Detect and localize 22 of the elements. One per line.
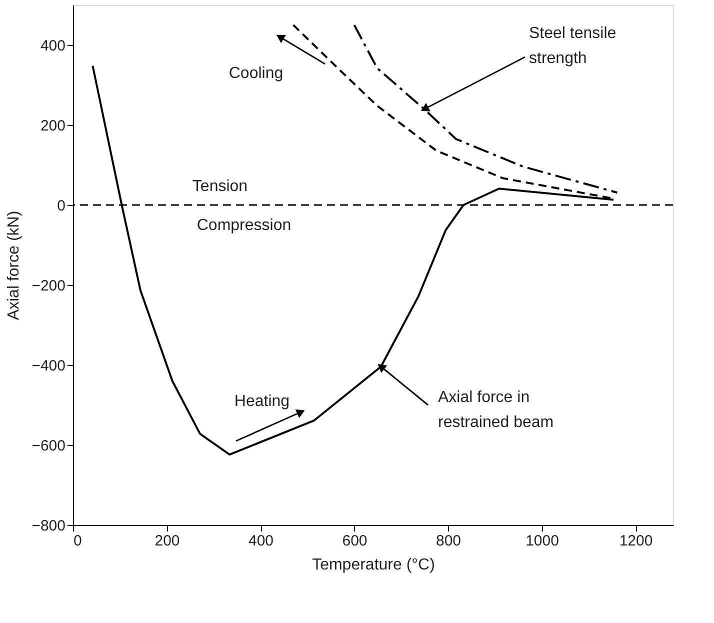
annotation: Compression [196,217,292,234]
y-axis-title: Axial force (kN) [6,210,23,320]
x-tick-label: 800 [436,532,462,550]
annotation: Tension [192,178,248,195]
y-tick-label: 200 [40,118,66,134]
y-tick-label: −400 [32,358,66,374]
x-tick-label: 400 [248,532,274,550]
y-tick-label: −600 [32,438,66,454]
x-tick-label: 0 [74,532,82,550]
x-tick-label: 200 [154,532,180,550]
y-tick-label: −800 [32,518,66,534]
annotation: Steel tensile strength [529,25,616,67]
annotation: Heating [234,393,290,410]
x-tick-label: 1000 [526,532,559,550]
x-tick-label: 600 [342,532,368,550]
y-tick-label: 0 [57,198,66,214]
x-axis-title: Temperature (°C) [312,556,435,574]
x-tick-label: 1200 [619,532,653,550]
y-tick-label: −200 [32,278,66,294]
annotation: Cooling [228,65,284,82]
annotation: Axial force in restrained beam [438,389,554,431]
y-tick-label: 400 [40,38,66,54]
